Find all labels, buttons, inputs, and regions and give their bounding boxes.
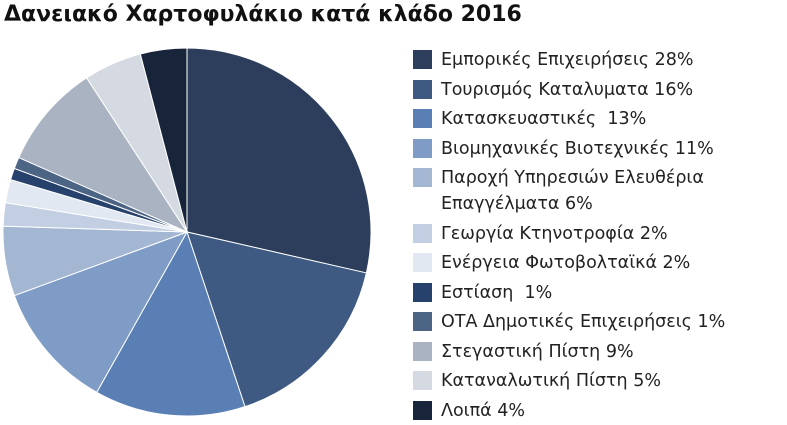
legend-item: Παροχή Υπηρεσιών Ελευθέρια Επαγγέλματα 6… <box>410 165 780 217</box>
legend-label: Στεγαστική Πίστη 9% <box>441 341 634 362</box>
legend-label: Κατασκευαστικές 13% <box>441 109 647 129</box>
legend-swatch <box>413 371 432 390</box>
legend-label: Λοιπά 4% <box>441 400 525 421</box>
legend-label: Καταναλωτική Πίστη 5% <box>441 371 661 391</box>
legend-item: Λοιπά 4% <box>410 398 780 424</box>
legend-item: Καταναλωτική Πίστη 5% <box>410 368 780 394</box>
legend-label: Γεωργία Κτηνοτροφία 2% <box>441 223 668 244</box>
legend-label: Εστίαση 1% <box>441 282 553 303</box>
legend-item: Εμπορικές Επιχειρήσεις 28% <box>410 47 780 73</box>
pie-slice <box>18 77 189 234</box>
legend-swatch <box>413 109 432 128</box>
legend-swatch <box>413 253 432 272</box>
legend-swatch <box>413 138 432 158</box>
legend-swatch <box>413 400 432 420</box>
legend-swatch <box>413 312 432 331</box>
legend-item: Βιομηχανικές Βιοτεχνικές 11% <box>410 136 780 162</box>
legend-swatch <box>413 79 432 99</box>
pie <box>2 47 372 417</box>
legend-item: Στεγαστική Πίστη 9% <box>410 339 780 365</box>
legend-item: ΟΤΑ Δημοτικές Επιχειρήσεις 1% <box>410 309 780 335</box>
legend: Εμπορικές Επιχειρήσεις 28% Τουρισμός Κατα… <box>410 47 780 425</box>
chart-title: Δανειακό Χαρτοφυλάκιο κατά κλάδο 2016 <box>4 2 522 27</box>
pie-slice <box>139 47 188 233</box>
legend-swatch <box>413 282 432 302</box>
legend-label: Τουρισμός Καταλυματα 16% <box>441 79 694 100</box>
legend-label: Βιομηχανικές Βιοτεχνικές 11% <box>441 138 714 159</box>
pie-slice <box>186 231 367 408</box>
legend-label: Εμπορικές Επιχειρήσεις 28% <box>441 50 694 70</box>
legend-label: Ενέργεια Φωτοβολταϊκά 2% <box>441 253 691 273</box>
pie-slice <box>13 231 189 394</box>
pie-slice <box>96 230 246 417</box>
legend-swatch <box>413 50 432 69</box>
pie-slice <box>186 47 372 274</box>
legend-swatch <box>413 341 432 361</box>
legend-item: Εστίαση 1% <box>410 280 780 306</box>
legend-swatch <box>413 223 432 243</box>
legend-item: Γεωργία Κτηνοτροφία 2% <box>410 221 780 247</box>
legend-label: ΟΤΑ Δημοτικές Επιχειρήσεις 1% <box>441 312 726 332</box>
legend-item: Τουρισμός Καταλυματα 16% <box>410 77 780 103</box>
legend-swatch <box>413 168 432 187</box>
legend-item: Ενέργεια Φωτοβολταϊκά 2% <box>410 250 780 276</box>
legend-item: Κατασκευαστικές 13% <box>410 106 780 132</box>
legend-label: Παροχή Υπηρεσιών Ελευθέρια Επαγγέλματα 6… <box>441 168 710 214</box>
